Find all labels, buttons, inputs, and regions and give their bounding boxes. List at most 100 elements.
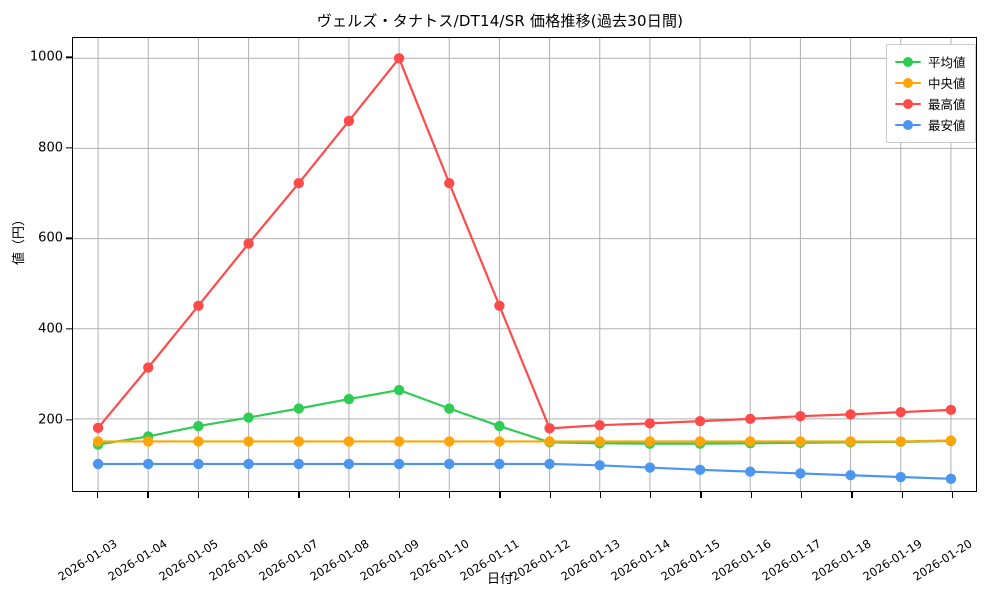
x-tick-mark bbox=[700, 492, 702, 498]
series-layer bbox=[92, 53, 957, 485]
data-point bbox=[243, 458, 254, 470]
y-tick-mark bbox=[66, 237, 72, 240]
data-point bbox=[895, 406, 906, 418]
data-point bbox=[92, 458, 104, 470]
x-tick-mark bbox=[348, 492, 350, 498]
x-tick-mark bbox=[97, 492, 99, 498]
data-point bbox=[243, 238, 254, 249]
data-point bbox=[193, 436, 204, 447]
data-point bbox=[644, 436, 656, 447]
data-point bbox=[393, 53, 405, 64]
x-tick-mark bbox=[801, 492, 803, 498]
x-tick-mark bbox=[951, 492, 954, 498]
legend-label: 最高値 bbox=[928, 97, 966, 112]
legend-label: 平均値 bbox=[928, 55, 966, 70]
data-point bbox=[795, 436, 806, 447]
legend-entry[interactable]: 最安値 bbox=[895, 114, 966, 135]
legend-swatch-icon bbox=[895, 119, 921, 131]
data-point bbox=[143, 436, 154, 447]
plot-area bbox=[72, 37, 977, 492]
data-point bbox=[694, 464, 706, 475]
data-point bbox=[644, 462, 656, 473]
data-point bbox=[343, 393, 355, 405]
legend-swatch-icon bbox=[895, 77, 921, 89]
x-tick-mark bbox=[247, 492, 250, 498]
legend-entry[interactable]: 最高値 bbox=[895, 93, 966, 114]
data-point bbox=[393, 384, 405, 396]
x-tick-mark bbox=[499, 492, 501, 498]
data-point bbox=[243, 436, 254, 447]
data-point bbox=[444, 458, 455, 470]
data-point bbox=[594, 436, 605, 447]
x-tick-mark bbox=[147, 492, 149, 498]
legend-label: 最安値 bbox=[928, 118, 966, 133]
data-point bbox=[193, 300, 204, 311]
data-point bbox=[694, 436, 706, 447]
data-point bbox=[745, 436, 756, 447]
x-tick-mark bbox=[197, 492, 199, 498]
legend-swatch-icon bbox=[895, 56, 921, 68]
data-point bbox=[444, 403, 455, 414]
y-axis-ticks: 200 400 600 800 1000 bbox=[0, 37, 1000, 492]
y-tick-label: 600 bbox=[38, 230, 63, 246]
data-point bbox=[544, 458, 555, 470]
y-tick-label: 1000 bbox=[29, 49, 63, 65]
chart-legend: 平均値中央値最高値最安値 bbox=[886, 44, 976, 143]
x-axis-label: 日付 bbox=[486, 572, 513, 587]
data-point bbox=[494, 420, 505, 432]
data-point bbox=[594, 420, 605, 431]
x-axis-ticks: 2026-01-03 2026-01-04 2026-01-05 2026-01-06… bbox=[0, 492, 1000, 584]
data-point bbox=[293, 403, 304, 414]
x-tick-mark bbox=[599, 492, 602, 498]
series-line bbox=[96, 462, 953, 480]
data-point bbox=[193, 458, 204, 470]
y-tick-label: 400 bbox=[38, 321, 63, 337]
data-point bbox=[694, 415, 706, 427]
data-point bbox=[143, 362, 154, 373]
data-point bbox=[343, 436, 355, 447]
chart-title: ヴェルズ・タナトス/DT14/SR 価格推移(過去30日間) bbox=[316, 12, 684, 30]
x-tick-mark bbox=[398, 492, 401, 498]
data-point bbox=[594, 460, 605, 471]
data-point bbox=[494, 300, 505, 311]
y-tick-label: 800 bbox=[38, 140, 63, 156]
series-line bbox=[96, 439, 953, 443]
x-tick-mark bbox=[449, 492, 451, 498]
series-line bbox=[96, 388, 953, 446]
series-line bbox=[96, 57, 953, 430]
data-point bbox=[544, 436, 555, 447]
data-point bbox=[444, 177, 455, 189]
data-point bbox=[494, 458, 505, 470]
y-tick-mark bbox=[66, 147, 72, 149]
x-tick-mark bbox=[901, 492, 903, 498]
data-point bbox=[243, 412, 254, 423]
data-point bbox=[945, 404, 957, 416]
y-tick-label: 200 bbox=[38, 412, 63, 428]
x-tick-mark bbox=[298, 492, 300, 498]
data-point bbox=[795, 410, 806, 422]
x-tick-mark bbox=[650, 492, 652, 498]
data-point bbox=[795, 468, 806, 479]
data-point bbox=[895, 471, 906, 483]
x-tick-mark bbox=[750, 492, 753, 498]
legend-label: 中央値 bbox=[928, 76, 966, 91]
data-point bbox=[92, 436, 104, 447]
data-point bbox=[444, 436, 455, 447]
data-point bbox=[745, 466, 756, 477]
data-point bbox=[845, 470, 856, 481]
data-point bbox=[343, 458, 355, 470]
data-point bbox=[393, 436, 405, 447]
legend-entry[interactable]: 中央値 bbox=[895, 72, 966, 93]
data-point bbox=[293, 436, 304, 447]
data-point bbox=[644, 418, 656, 429]
data-point bbox=[343, 115, 355, 127]
x-tick-mark bbox=[851, 492, 853, 498]
data-point bbox=[143, 458, 154, 470]
data-point bbox=[745, 413, 756, 425]
data-point bbox=[945, 473, 957, 485]
legend-entry[interactable]: 平均値 bbox=[895, 51, 966, 72]
data-point bbox=[845, 409, 856, 420]
data-point bbox=[544, 423, 555, 434]
data-point bbox=[92, 422, 104, 434]
